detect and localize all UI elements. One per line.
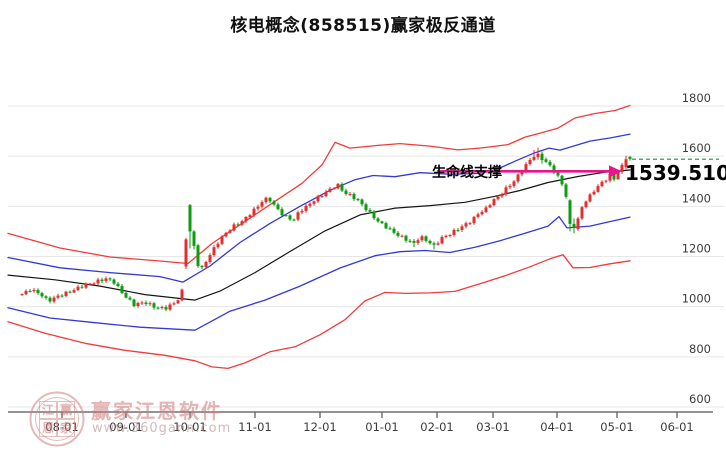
svg-text:江: 江 bbox=[42, 402, 54, 417]
channel-inner-upper-blue-line bbox=[7, 133, 631, 283]
grid-lines bbox=[8, 105, 724, 408]
x-tick-label: 01-01 bbox=[365, 420, 398, 434]
y-tick-label: 1600 bbox=[682, 141, 711, 155]
support-price-label: 1539.5109 bbox=[625, 161, 726, 185]
channel-outer-lower-red-line bbox=[7, 254, 631, 370]
x-tick-label: 10-01 bbox=[173, 420, 206, 434]
x-tick-label: 05-01 bbox=[600, 420, 633, 434]
svg-text:赢: 赢 bbox=[60, 402, 72, 417]
candlestick-series bbox=[20, 147, 632, 312]
watermark-seal-icon: 江赢恩家 bbox=[29, 391, 85, 447]
channel-inner-lower-blue-line bbox=[7, 215, 631, 331]
svg-text:家: 家 bbox=[60, 420, 73, 435]
x-tick-label: 11-01 bbox=[238, 420, 271, 434]
watermark-url: www.360gann.com bbox=[92, 421, 232, 436]
x-axis: 08-01 09-01 10-01 11-01 12-01 01-01 02-01 03-01… bbox=[8, 411, 713, 434]
y-tick-label: 1800 bbox=[682, 91, 711, 105]
x-tick-label: 06-01 bbox=[660, 420, 693, 434]
channel-middle-black-line bbox=[7, 169, 631, 301]
y-tick-label: 600 bbox=[689, 392, 711, 406]
watermark-brand: 赢家江恩软件 bbox=[91, 399, 223, 423]
y-tick-label: 1200 bbox=[682, 242, 711, 256]
lifeline-support-annotation: 生命线支撑 bbox=[432, 165, 502, 181]
x-tick-label: 02-01 bbox=[420, 420, 453, 434]
x-tick-label: 04-01 bbox=[540, 420, 573, 434]
x-tick-label: 12-01 bbox=[303, 420, 336, 434]
y-axis-labels: 1800 1600 1400 1200 1000 800 600 bbox=[682, 91, 711, 406]
x-tick-label: 09-01 bbox=[109, 420, 142, 434]
x-tick-label: 08-01 bbox=[45, 420, 78, 434]
channel-outer-upper-red-line bbox=[7, 104, 631, 265]
x-tick-label: 03-01 bbox=[476, 420, 509, 434]
y-tick-label: 1400 bbox=[682, 191, 711, 205]
y-tick-label: 800 bbox=[689, 342, 711, 356]
svg-text:恩: 恩 bbox=[42, 420, 54, 435]
y-tick-label: 1000 bbox=[682, 292, 711, 306]
chart-title: 核电概念(858515)赢家极反通道 bbox=[230, 16, 496, 36]
support-arrow bbox=[437, 165, 622, 178]
